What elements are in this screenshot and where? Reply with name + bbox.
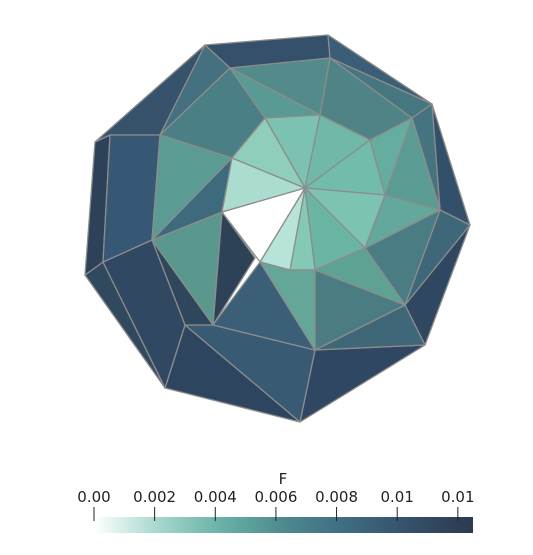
colorbar-tick-label: 0.004	[194, 488, 237, 506]
colorbar-tick-label: 0.006	[254, 488, 297, 506]
colorbar-title: F	[279, 470, 288, 488]
mesh-face	[259, 261, 316, 351]
mesh-face	[299, 344, 426, 423]
colorbar-gradient	[94, 517, 473, 533]
colorbar-tick-label: 0.01	[441, 488, 474, 506]
mesh-face	[231, 117, 306, 189]
mesh-face	[314, 247, 406, 306]
colorbar-tick-label: 0.008	[315, 488, 358, 506]
colorbar: F 0.00 0.002 0.004 0.006 0.008 0.01 0.01	[77, 470, 475, 533]
colorbar-ticks	[93, 507, 459, 521]
colorbar-tick-label: 0.002	[133, 488, 176, 506]
mesh-surface	[84, 34, 471, 423]
colorbar-tick-label: 0.01	[380, 488, 413, 506]
colorbar-tick-labels: 0.00 0.002 0.004 0.006 0.008 0.01 0.01	[77, 488, 474, 506]
colorbar-tick-label: 0.00	[77, 488, 110, 506]
